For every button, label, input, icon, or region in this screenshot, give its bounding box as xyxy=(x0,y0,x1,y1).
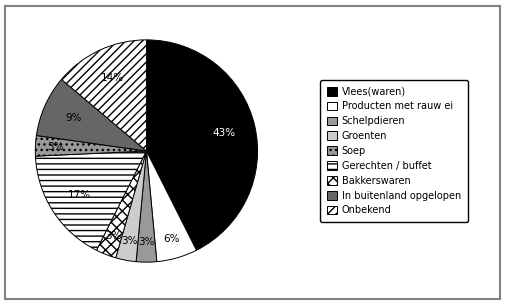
Wedge shape xyxy=(146,151,196,262)
Wedge shape xyxy=(35,151,146,250)
Wedge shape xyxy=(116,151,146,262)
Text: 17%: 17% xyxy=(68,190,91,200)
Legend: Vlees(waren), Producten met rauw ei, Schelpdieren, Groenten, Soep, Gerechten / b: Vlees(waren), Producten met rauw ei, Sch… xyxy=(320,80,468,222)
Text: 3%: 3% xyxy=(47,142,64,152)
Wedge shape xyxy=(146,40,258,250)
Wedge shape xyxy=(36,79,146,151)
Text: 3%: 3% xyxy=(121,236,138,246)
Text: 43%: 43% xyxy=(213,127,236,137)
Text: 14%: 14% xyxy=(101,73,124,83)
Text: 3%: 3% xyxy=(138,237,155,247)
Text: 6%: 6% xyxy=(164,233,180,244)
Text: 9%: 9% xyxy=(65,113,82,124)
Wedge shape xyxy=(96,151,146,258)
Text: 3%: 3% xyxy=(105,231,122,241)
Wedge shape xyxy=(35,136,146,156)
Wedge shape xyxy=(136,151,157,262)
Wedge shape xyxy=(62,40,146,151)
